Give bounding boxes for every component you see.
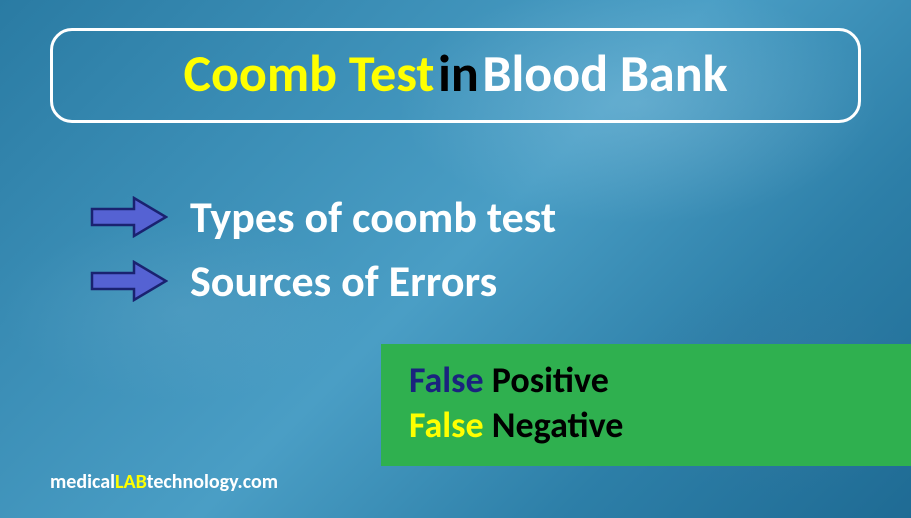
title-part-1: Coomb Test <box>183 41 434 105</box>
footer-part: medical <box>50 470 115 494</box>
bullet-text: Types of coomb test <box>190 190 556 244</box>
bullet-item: Sources of Errors <box>90 254 556 308</box>
arrow-icon <box>90 196 168 238</box>
title-box: Coomb Test in Blood Bank <box>50 28 861 123</box>
callout-line: False Negative <box>409 403 883 448</box>
arrow-path <box>92 198 166 236</box>
arrow-icon <box>90 260 168 302</box>
slide: Coomb Test in Blood Bank Types of coomb … <box>0 0 911 518</box>
title-part-3: Blood Bank <box>482 41 727 105</box>
footer-credit: medicalLABtechnology.com <box>50 470 278 494</box>
callout-word: False <box>409 403 484 447</box>
bullet-text: Sources of Errors <box>190 254 497 308</box>
callout-box: False Positive False Negative <box>381 344 911 466</box>
callout-word: False <box>409 358 484 402</box>
callout-line: False Positive <box>409 358 883 403</box>
bullet-item: Types of coomb test <box>90 190 556 244</box>
footer-part: LAB <box>115 470 147 494</box>
arrow-path <box>92 262 166 300</box>
callout-word: Positive <box>492 358 609 402</box>
callout-word: Negative <box>492 403 624 447</box>
footer-part: technology.com <box>147 470 278 494</box>
title-part-2: in <box>438 41 479 105</box>
bullet-list: Types of coomb test Sources of Errors <box>90 190 556 318</box>
